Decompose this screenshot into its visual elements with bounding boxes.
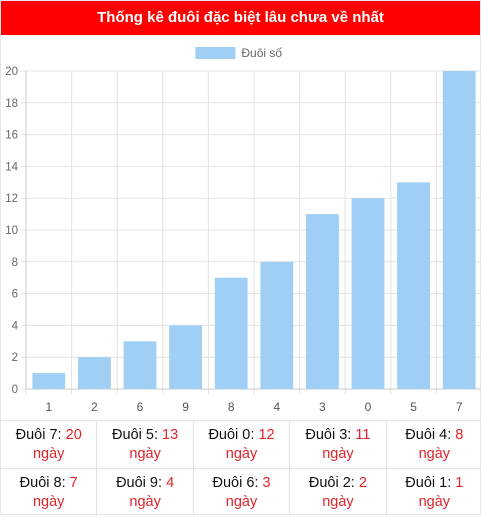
bar <box>397 182 431 389</box>
y-tick-label: 8 <box>12 257 18 269</box>
stat-cell: Đuôi 3: 11 ngày <box>290 421 387 468</box>
stat-label: Đuôi 8: <box>19 475 66 491</box>
x-tick-label: 5 <box>410 400 417 414</box>
stat-cell: Đuôi 9: 4 ngày <box>97 469 194 516</box>
stat-value: 4 <box>166 475 175 491</box>
y-tick-label: 12 <box>5 193 18 205</box>
bar <box>260 261 294 389</box>
stats-row: Đuôi 7: 20 ngày Đuôi 5: 13 ngày Đuôi 0: 12… <box>1 421 481 468</box>
bar <box>442 71 476 389</box>
bar <box>32 373 66 389</box>
stat-value: 11 <box>355 427 371 443</box>
bar <box>123 341 157 389</box>
stat-cell: Đuôi 8: 7 ngày <box>1 469 98 516</box>
y-tick-label: 0 <box>12 384 18 396</box>
stat-cell: Đuôi 0: 12 ngày <box>194 421 291 468</box>
x-tick-label: 9 <box>182 400 189 414</box>
x-tick-label: 0 <box>365 400 372 414</box>
bar <box>305 214 339 389</box>
stat-unit: ngày <box>129 494 161 510</box>
legend-label: Đuôi số <box>241 46 282 60</box>
stat-value: 13 <box>162 427 179 443</box>
stat-label: Đuôi 0: <box>208 427 255 443</box>
x-tick-label: 4 <box>273 400 280 414</box>
stat-value: 7 <box>69 475 78 491</box>
stat-value: 12 <box>258 427 275 443</box>
stat-label: Đuôi 7: <box>15 427 62 443</box>
stat-label: Đuôi 6: <box>212 475 259 491</box>
stat-label: Đuôi 2: <box>308 475 355 491</box>
stat-label: Đuôi 1: <box>405 475 452 491</box>
stat-unit: ngày <box>225 494 258 510</box>
stat-value: 2 <box>358 475 367 491</box>
bar <box>351 198 385 389</box>
x-tick-label: 3 <box>319 400 326 414</box>
stat-unit: ngày <box>225 446 258 462</box>
stat-label: Đuôi 9: <box>116 475 163 491</box>
stat-label: Đuôi 4: <box>405 427 452 443</box>
stat-unit: ngày <box>322 446 354 462</box>
stat-unit: ngày <box>418 494 451 510</box>
stat-cell: Đuôi 1: 1 ngày <box>387 469 481 516</box>
x-tick-label: 1 <box>45 400 52 414</box>
stats-grid: Đuôi 7: 20 ngày Đuôi 5: 13 ngày Đuôi 0: 12… <box>1 420 481 517</box>
stat-unit: ngày <box>418 446 451 462</box>
stat-value: 1 <box>455 475 464 491</box>
y-tick-label: 16 <box>5 130 18 142</box>
stat-cell: Đuôi 5: 13 ngày <box>97 421 194 468</box>
stat-value: 20 <box>65 427 82 443</box>
y-tick-label: 20 <box>5 66 18 78</box>
stat-cell: Đuôi 6: 3 ngày <box>194 469 291 516</box>
y-tick-label: 6 <box>12 289 18 301</box>
stat-unit: ngày <box>32 494 65 510</box>
stat-value: 3 <box>262 475 271 491</box>
x-tick-label: 7 <box>456 400 463 414</box>
stats-row: Đuôi 8: 7 ngày Đuôi 9: 4 ngày Đuôi 6: 3 ngà… <box>1 468 481 516</box>
stat-cell: Đuôi 2: 2 ngày <box>290 469 387 516</box>
x-tick-label: 8 <box>228 400 235 414</box>
y-tick-label: 10 <box>5 225 18 237</box>
stat-cell: Đuôi 4: 8 ngày <box>387 421 481 468</box>
legend-swatch <box>195 47 236 59</box>
y-tick-label: 18 <box>5 98 18 110</box>
x-tick-label: 6 <box>137 400 144 414</box>
stat-unit: ngày <box>32 446 65 462</box>
y-tick-label: 2 <box>12 352 18 364</box>
stat-cell: Đuôi 7: 20 ngày <box>1 421 98 468</box>
stat-label: Đuôi 3: <box>305 427 352 443</box>
bar <box>77 357 111 389</box>
stat-value: 8 <box>455 427 464 443</box>
bar <box>169 325 203 389</box>
stat-unit: ngày <box>322 494 354 510</box>
bar <box>214 277 248 389</box>
page-title: Thống kê đuôi đặc biệt lâu chưa về nhất <box>1 1 480 35</box>
chart-area: 0 2 4 6 8 10 12 14 16 18 20 1 2 6 9 8 4 3 0 5 7 Đuôi số <box>1 35 481 420</box>
x-tick-label: 2 <box>91 400 98 414</box>
y-tick-label: 14 <box>5 161 18 173</box>
stat-label: Đuôi 5: <box>112 427 158 443</box>
y-tick-label: 4 <box>12 320 19 332</box>
stat-unit: ngày <box>129 446 161 462</box>
